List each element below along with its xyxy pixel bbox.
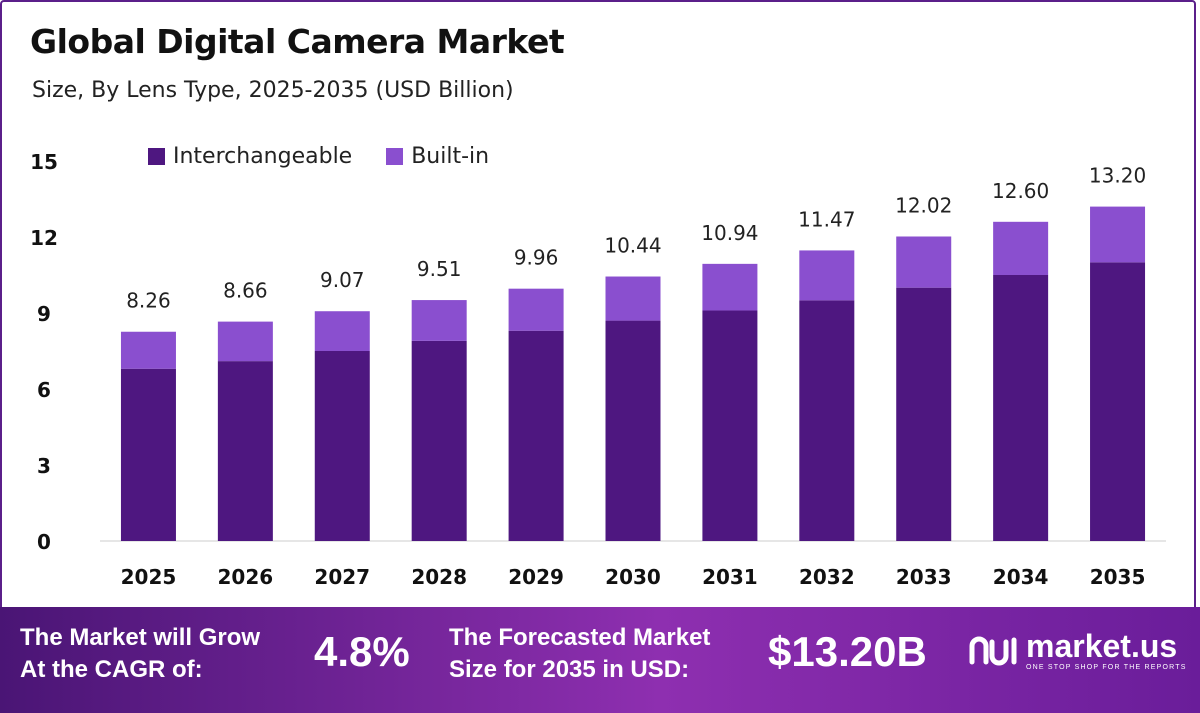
data-label-total-2031: 10.94 [701, 221, 758, 245]
bar-built-in-2034 [993, 221, 1049, 275]
cagr-label-line1: The Market will Grow [20, 624, 261, 651]
x-tick-label-2034: 2034 [993, 565, 1049, 589]
bar-built-in-2027 [314, 311, 370, 351]
bar-interchangeable-2030 [605, 320, 661, 541]
x-tick-label-2027: 2027 [314, 565, 370, 589]
forecast-label-line2: Size for 2035 in USD: [449, 656, 690, 683]
bar-interchangeable-2027 [314, 351, 370, 541]
bar-chart: 0 3 6 9 12 15 8.26 2025 8.66 2026 9.07 2027 9.51 2028… [30, 150, 1166, 589]
forecast-value: $13.20B [768, 628, 927, 675]
legend-swatch-interchangeable [148, 148, 165, 165]
data-label-total-2032: 11.47 [798, 207, 855, 231]
data-label-total-2025: 8.26 [126, 289, 171, 313]
cagr-label-line2: At the CAGR of: [20, 656, 203, 683]
bar-built-in-2026 [217, 321, 273, 362]
legend-label-built-in: Built-in [411, 144, 490, 169]
bar-interchangeable-2029 [508, 330, 564, 541]
legend-label-interchangeable: Interchangeable [173, 144, 353, 169]
chart-legend: Interchangeable Built-in [148, 144, 523, 169]
x-tick-label-2031: 2031 [702, 565, 758, 589]
bar-interchangeable-2034 [993, 275, 1049, 541]
bar-interchangeable-2035 [1090, 262, 1146, 541]
bar-built-in-2025 [120, 331, 176, 369]
y-tick-label: 15 [30, 150, 58, 174]
bar-built-in-2030 [605, 276, 661, 321]
data-label-total-2027: 9.07 [320, 268, 365, 292]
y-tick-label: 3 [37, 454, 51, 478]
bar-interchangeable-2031 [702, 310, 758, 541]
legend-item-interchangeable: Interchangeable [148, 144, 352, 169]
brand-tagline: ONE STOP SHOP FOR THE REPORTS [1026, 664, 1187, 671]
market-us-logo-icon [969, 636, 1017, 665]
data-label-total-2028: 9.51 [417, 257, 462, 281]
y-tick-label: 9 [37, 302, 51, 326]
cagr-value: 4.8% [314, 628, 410, 675]
y-tick-label: 6 [37, 378, 51, 402]
x-tick-label-2025: 2025 [121, 565, 177, 589]
cagr-label: The Market will Grow At the CAGR of: [20, 622, 260, 686]
bar-built-in-2031 [702, 263, 758, 311]
y-tick-label: 0 [37, 530, 51, 554]
data-label-total-2026: 8.66 [223, 279, 268, 303]
bar-interchangeable-2033 [896, 287, 952, 541]
bar-built-in-2029 [508, 288, 564, 331]
forecast-label-line1: The Forecasted Market [449, 624, 711, 651]
bar-built-in-2028 [411, 300, 467, 341]
bar-interchangeable-2026 [217, 361, 273, 541]
x-tick-label-2028: 2028 [411, 565, 467, 589]
legend-swatch-built-in [386, 148, 404, 165]
forecast-label: The Forecasted Market Size for 2035 in U… [449, 622, 710, 686]
bar-built-in-2033 [896, 236, 952, 288]
legend-item-built-in: Built-in [386, 144, 489, 169]
brand-logo: market.us ONE STOP SHOP FOR THE REPORTS [968, 630, 1187, 671]
x-tick-label-2030: 2030 [605, 565, 661, 589]
data-label-total-2035: 13.20 [1089, 164, 1146, 188]
data-label-total-2033: 12.02 [895, 193, 952, 217]
bar-interchangeable-2028 [411, 340, 467, 541]
x-tick-label-2029: 2029 [508, 565, 564, 589]
data-label-total-2029: 9.96 [514, 246, 559, 270]
brand-name: market.us [1026, 628, 1178, 664]
data-label-total-2030: 10.44 [604, 234, 661, 258]
x-tick-label-2032: 2032 [799, 565, 855, 589]
x-tick-label-2026: 2026 [218, 565, 274, 589]
y-tick-label: 12 [30, 226, 58, 250]
bar-built-in-2032 [799, 250, 855, 301]
bar-interchangeable-2032 [799, 300, 855, 541]
x-tick-label-2033: 2033 [896, 565, 952, 589]
data-label-total-2034: 12.60 [992, 179, 1049, 203]
chart-title: Global Digital Camera Market [30, 22, 565, 61]
bar-interchangeable-2025 [120, 368, 176, 541]
x-tick-label-2035: 2035 [1090, 565, 1146, 589]
chart-subtitle: Size, By Lens Type, 2025-2035 (USD Billi… [32, 78, 514, 103]
bar-built-in-2035 [1090, 206, 1146, 263]
